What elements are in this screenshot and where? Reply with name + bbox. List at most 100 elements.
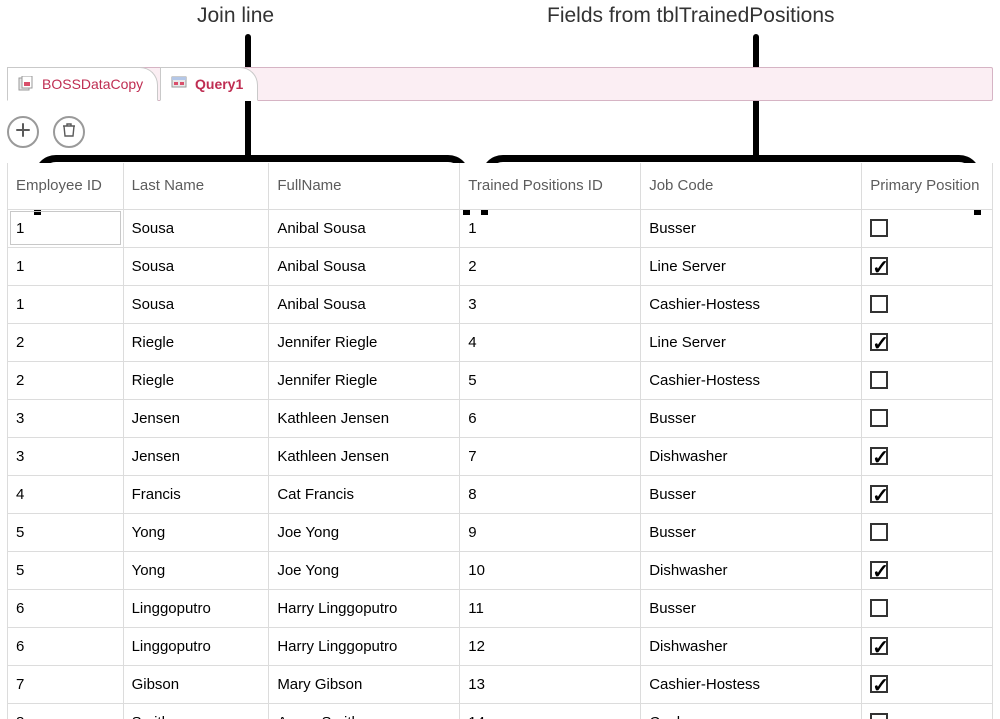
table-row[interactable]: 2RiegleJennifer Riegle5Cashier-Hostess xyxy=(8,361,993,399)
cell-tp_id[interactable]: 10 xyxy=(460,551,641,589)
cell-primary[interactable] xyxy=(862,437,993,475)
primary-position-checkbox[interactable] xyxy=(870,447,888,465)
table-row[interactable]: 5YongJoe Yong10Dishwasher xyxy=(8,551,993,589)
table-row[interactable]: 3JensenKathleen Jensen6Busser xyxy=(8,399,993,437)
cell-emp_id[interactable]: 8 xyxy=(8,703,124,719)
query-result-grid[interactable]: Employee IDLast NameFullNameTrained Posi… xyxy=(7,163,993,719)
cell-full[interactable]: Cat Francis xyxy=(269,475,460,513)
primary-position-checkbox[interactable] xyxy=(870,295,888,313)
cell-tp_id[interactable]: 3 xyxy=(460,285,641,323)
cell-emp_id[interactable]: 5 xyxy=(8,551,124,589)
cell-last[interactable]: Gibson xyxy=(123,665,269,703)
primary-position-checkbox[interactable] xyxy=(870,675,888,693)
cell-primary[interactable] xyxy=(862,247,993,285)
cell-full[interactable]: Harry Linggoputro xyxy=(269,627,460,665)
cell-emp_id[interactable]: 1 xyxy=(8,247,124,285)
primary-position-checkbox[interactable] xyxy=(870,333,888,351)
cell-primary[interactable] xyxy=(862,361,993,399)
primary-position-checkbox[interactable] xyxy=(870,485,888,503)
cell-full[interactable]: Kathleen Jensen xyxy=(269,437,460,475)
cell-job[interactable]: Busser xyxy=(641,209,862,247)
cell-full[interactable]: Anibal Sousa xyxy=(269,247,460,285)
table-row[interactable]: 4FrancisCat Francis8Busser xyxy=(8,475,993,513)
primary-position-checkbox[interactable] xyxy=(870,409,888,427)
cell-tp_id[interactable]: 11 xyxy=(460,589,641,627)
cell-primary[interactable] xyxy=(862,323,993,361)
table-row[interactable]: 1SousaAnibal Sousa1Busser xyxy=(8,209,993,247)
primary-position-checkbox[interactable] xyxy=(870,219,888,237)
cell-primary[interactable] xyxy=(862,551,993,589)
cell-emp_id[interactable]: 6 xyxy=(8,627,124,665)
primary-position-checkbox[interactable] xyxy=(870,713,888,719)
cell-tp_id[interactable]: 13 xyxy=(460,665,641,703)
cell-tp_id[interactable]: 5 xyxy=(460,361,641,399)
cell-primary[interactable] xyxy=(862,475,993,513)
cell-tp_id[interactable]: 4 xyxy=(460,323,641,361)
cell-emp_id[interactable]: 7 xyxy=(8,665,124,703)
cell-last[interactable]: Sousa xyxy=(123,209,269,247)
cell-job[interactable]: Dishwasher xyxy=(641,551,862,589)
column-header-emp_id[interactable]: Employee ID xyxy=(8,163,124,209)
cell-primary[interactable] xyxy=(862,513,993,551)
cell-emp_id[interactable]: 1 xyxy=(8,209,124,247)
table-row[interactable]: 2RiegleJennifer Riegle4Line Server xyxy=(8,323,993,361)
cell-emp_id[interactable]: 4 xyxy=(8,475,124,513)
cell-last[interactable]: Linggoputro xyxy=(123,589,269,627)
cell-last[interactable]: Jensen xyxy=(123,399,269,437)
table-row[interactable]: 1SousaAnibal Sousa2Line Server xyxy=(8,247,993,285)
cell-job[interactable]: Line Server xyxy=(641,247,862,285)
cell-emp_id[interactable]: 3 xyxy=(8,399,124,437)
cell-primary[interactable] xyxy=(862,627,993,665)
cell-last[interactable]: Yong xyxy=(123,513,269,551)
cell-full[interactable]: Harry Linggoputro xyxy=(269,589,460,627)
cell-job[interactable]: Busser xyxy=(641,513,862,551)
cell-last[interactable]: Jensen xyxy=(123,437,269,475)
cell-job[interactable]: Line Server xyxy=(641,323,862,361)
cell-primary[interactable] xyxy=(862,703,993,719)
column-header-last[interactable]: Last Name xyxy=(123,163,269,209)
cell-full[interactable]: Kathleen Jensen xyxy=(269,399,460,437)
primary-position-checkbox[interactable] xyxy=(870,257,888,275)
cell-full[interactable]: Jennifer Riegle xyxy=(269,361,460,399)
cell-emp_id[interactable]: 5 xyxy=(8,513,124,551)
cell-primary[interactable] xyxy=(862,399,993,437)
column-header-tp_id[interactable]: Trained Positions ID xyxy=(460,163,641,209)
cell-full[interactable]: Joe Yong xyxy=(269,513,460,551)
cell-last[interactable]: Linggoputro xyxy=(123,627,269,665)
delete-record-button[interactable] xyxy=(53,116,85,148)
cell-tp_id[interactable]: 9 xyxy=(460,513,641,551)
cell-full[interactable]: Mary Gibson xyxy=(269,665,460,703)
cell-tp_id[interactable]: 1 xyxy=(460,209,641,247)
cell-last[interactable]: Francis xyxy=(123,475,269,513)
cell-emp_id[interactable]: 2 xyxy=(8,323,124,361)
cell-primary[interactable] xyxy=(862,209,993,247)
cell-job[interactable]: Busser xyxy=(641,589,862,627)
cell-job[interactable]: Dishwasher xyxy=(641,437,862,475)
primary-position-checkbox[interactable] xyxy=(870,561,888,579)
primary-position-checkbox[interactable] xyxy=(870,523,888,541)
cell-job[interactable]: Busser xyxy=(641,475,862,513)
add-record-button[interactable] xyxy=(7,116,39,148)
column-header-primary[interactable]: Primary Position xyxy=(862,163,993,209)
cell-full[interactable]: Joe Yong xyxy=(269,551,460,589)
cell-full[interactable]: Aaron Smith xyxy=(269,703,460,719)
table-row[interactable]: 1SousaAnibal Sousa3Cashier-Hostess xyxy=(8,285,993,323)
cell-emp_id[interactable]: 1 xyxy=(8,285,124,323)
cell-job[interactable]: Cook xyxy=(641,703,862,719)
table-row[interactable]: 6LinggoputroHarry Linggoputro11Busser xyxy=(8,589,993,627)
cell-job[interactable]: Cashier-Hostess xyxy=(641,665,862,703)
table-row[interactable]: 3JensenKathleen Jensen7Dishwasher xyxy=(8,437,993,475)
column-header-full[interactable]: FullName xyxy=(269,163,460,209)
cell-job[interactable]: Cashier-Hostess xyxy=(641,361,862,399)
cell-last[interactable]: Riegle xyxy=(123,361,269,399)
cell-last[interactable]: Riegle xyxy=(123,323,269,361)
tab-query1[interactable]: Query1 xyxy=(160,67,258,101)
table-row[interactable]: 6LinggoputroHarry Linggoputro12Dishwashe… xyxy=(8,627,993,665)
cell-last[interactable]: Smith xyxy=(123,703,269,719)
cell-full[interactable]: Anibal Sousa xyxy=(269,209,460,247)
cell-job[interactable]: Cashier-Hostess xyxy=(641,285,862,323)
cell-full[interactable]: Jennifer Riegle xyxy=(269,323,460,361)
cell-job[interactable]: Busser xyxy=(641,399,862,437)
cell-tp_id[interactable]: 14 xyxy=(460,703,641,719)
cell-emp_id[interactable]: 2 xyxy=(8,361,124,399)
